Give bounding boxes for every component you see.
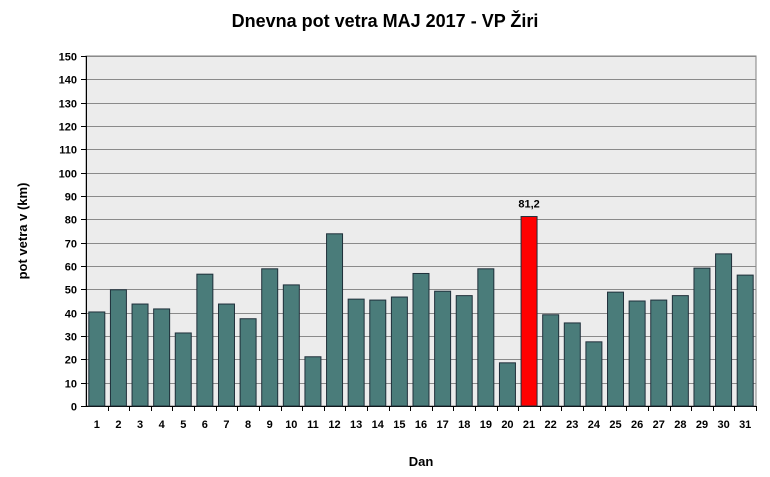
bar [715,253,733,407]
x-tick-label: 13 [350,419,362,431]
x-tick-label: 12 [328,419,340,431]
y-tick-label: 60 [65,262,77,274]
y-tick-label: 140 [59,75,77,87]
bar [455,295,473,407]
bar [563,322,581,407]
y-tick-label: 70 [65,239,77,251]
x-tick-label: 29 [696,419,708,431]
bar [671,295,689,407]
x-tick-label: 27 [653,419,665,431]
y-tick-label: 10 [65,379,77,391]
x-tick-label: 25 [609,419,621,431]
bar [88,311,106,407]
x-tick-label: 18 [458,419,470,431]
y-tick-label: 90 [65,192,77,204]
x-tick-label: 2 [115,419,121,431]
bar [326,233,344,407]
bar-highlight [520,216,538,407]
bar [131,303,149,407]
bar [650,299,668,407]
bar [153,308,171,407]
x-tick-label: 15 [393,419,405,431]
x-tick-label: 3 [137,419,143,431]
x-tick-label: 26 [631,419,643,431]
y-tick-label: 20 [65,355,77,367]
bar [347,298,365,407]
y-tick-label: 150 [59,52,77,64]
x-tick-label: 28 [674,419,686,431]
x-tick-label: 14 [372,419,385,431]
bar [542,314,560,407]
x-tick-label: 21 [523,419,535,431]
x-axis-title: Dan [409,454,434,469]
x-tick-label: 30 [717,419,729,431]
bar [304,356,322,407]
bar [109,289,127,407]
bar [607,291,625,407]
bar [736,274,754,407]
y-tick-label: 110 [59,145,77,157]
data-label: 81,2 [518,199,539,211]
y-tick-label: 40 [65,309,77,321]
bar [282,284,300,407]
y-tick-label: 0 [71,402,77,414]
y-tick-label: 50 [65,285,77,297]
x-tick-label: 17 [436,419,448,431]
x-tick-label: 1 [94,419,100,431]
y-tick-label: 100 [59,169,77,181]
x-tick-label: 11 [307,419,319,431]
x-tick-label: 31 [739,419,751,431]
x-tick-label: 7 [223,419,229,431]
y-axis-title: pot vetra v (km) [15,183,30,280]
bar [261,268,279,407]
bar [369,299,387,407]
bar [196,273,214,407]
y-tick-label: 30 [65,332,77,344]
x-tick-label: 4 [159,419,166,431]
y-tick-label: 120 [59,122,77,134]
x-tick-label: 23 [566,419,578,431]
x-tick-label: 24 [588,419,601,431]
bar [477,268,495,407]
bar [693,267,711,407]
bar [498,362,516,407]
x-tick-label: 16 [415,419,427,431]
bar [412,272,430,407]
x-tick-label: 5 [180,419,186,431]
x-tick-label: 6 [202,419,208,431]
x-tick-label: 22 [545,419,557,431]
bar [434,290,452,407]
bar [217,303,235,407]
x-tick-label: 19 [480,419,492,431]
bar [174,332,192,407]
y-tick-label: 80 [65,215,77,227]
bar [628,300,646,407]
x-tick-label: 10 [285,419,297,431]
x-tick-label: 20 [501,419,513,431]
chart-title: Dnevna pot vetra MAJ 2017 - VP Žiri [231,11,539,31]
y-tick-label: 130 [59,99,77,111]
x-tick-label: 8 [245,419,251,431]
bar [390,296,408,407]
bar [585,341,603,407]
x-tick-label: 9 [267,419,273,431]
bar [239,318,257,407]
